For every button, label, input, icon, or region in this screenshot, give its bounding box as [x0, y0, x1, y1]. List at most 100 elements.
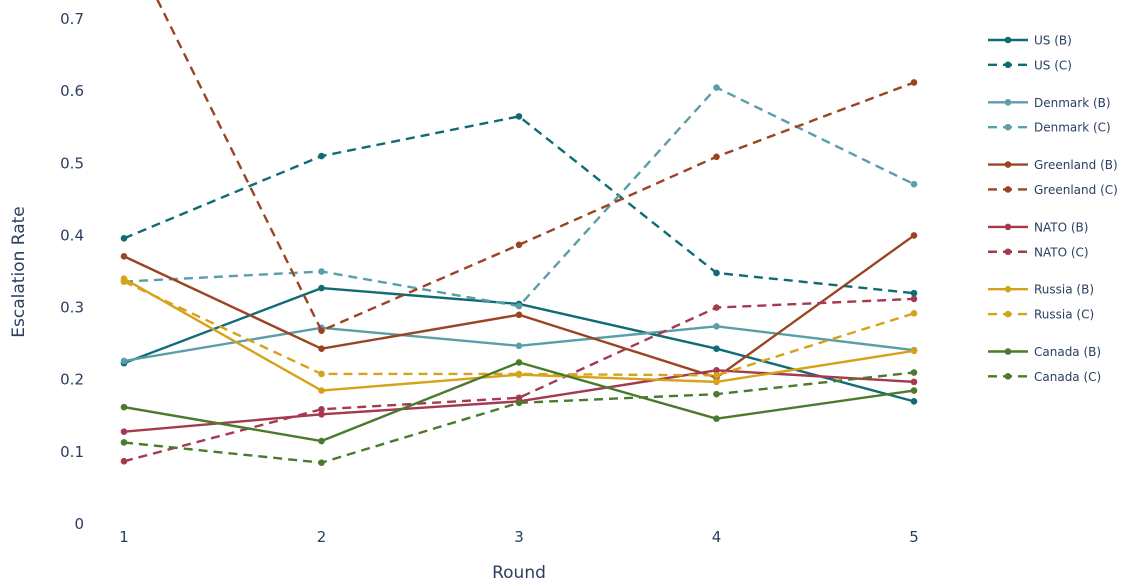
series-line-denmark-c [123, 86, 915, 308]
y-tick-label: 0.5 [60, 154, 84, 172]
legend-swatch-marker [1004, 310, 1012, 318]
x-axis-ticks: 1 2 3 4 5 [119, 528, 919, 546]
data-point-denmark-c [910, 180, 918, 188]
data-point-nato-c [318, 405, 325, 413]
plot-area [120, 0, 918, 466]
legend-label: Canada (B) [1034, 345, 1101, 359]
series-greenland-b [120, 232, 918, 381]
legend-item-denmark-c[interactable]: Denmark (C) [988, 121, 1111, 135]
legend-swatch-marker [1004, 348, 1012, 355]
data-point-canada-c [318, 459, 325, 466]
legend-swatch-marker [1004, 248, 1012, 256]
legend-item-russia-c[interactable]: Russia (C) [988, 308, 1094, 322]
legend-label: Russia (B) [1034, 283, 1094, 297]
data-point-canada-b [515, 359, 523, 366]
x-tick-label: 1 [119, 528, 129, 546]
series-line-canada-c [123, 371, 915, 464]
data-point-canada-c [713, 390, 720, 398]
legend-label: NATO (B) [1034, 220, 1088, 234]
legend-label: US (C) [1034, 58, 1072, 72]
y-tick-label: 0.2 [60, 371, 84, 389]
data-point-denmark-c [318, 268, 325, 275]
data-point-russia-c [515, 370, 523, 378]
legend-item-greenland-b[interactable]: Greenland (B) [988, 158, 1118, 172]
legend-swatch-marker [1004, 373, 1012, 380]
data-point-us-b [910, 398, 918, 405]
data-point-nato-c [515, 394, 523, 402]
data-point-us-c [318, 152, 325, 160]
legend-item-canada-b[interactable]: Canada (B) [988, 345, 1101, 359]
series-canada-c [120, 369, 918, 466]
legend-item-greenland-c[interactable]: Greenland (C) [988, 183, 1118, 197]
legend-item-russia-b[interactable]: Russia (B) [988, 283, 1094, 297]
legend-swatch-marker [1004, 36, 1012, 44]
legend-item-nato-c[interactable]: NATO (C) [988, 245, 1089, 259]
legend-item-denmark-b[interactable]: Denmark (B) [988, 96, 1111, 110]
data-point-us-b [713, 345, 720, 352]
data-point-us-c [713, 269, 720, 277]
legend-label: Denmark (B) [1034, 96, 1111, 110]
series-greenland-c [156, 0, 918, 334]
legend-label: Russia (C) [1034, 308, 1094, 322]
data-point-nato-b [318, 411, 325, 418]
legend-item-nato-b[interactable]: NATO (B) [988, 220, 1088, 234]
data-point-nato-c [910, 295, 918, 303]
data-point-canada-c [120, 439, 128, 446]
legend-swatch-marker [1004, 223, 1012, 231]
series-line-russia-c [123, 280, 915, 377]
data-point-nato-c [120, 457, 128, 465]
legend-label: Greenland (B) [1034, 158, 1118, 172]
data-point-russia-c [120, 278, 128, 285]
data-point-greenland-c [515, 241, 523, 249]
y-tick-label: 0.6 [60, 82, 84, 100]
legend-swatch-marker [1004, 123, 1012, 131]
data-point-russia-b [910, 347, 918, 355]
data-point-russia-c [713, 372, 720, 379]
data-point-greenland-b [910, 232, 918, 239]
data-point-greenland-b [318, 345, 325, 352]
y-tick-label: 0.7 [60, 10, 84, 28]
data-point-canada-c [515, 399, 523, 407]
legend-item-canada-c[interactable]: Canada (C) [988, 370, 1101, 384]
legend-swatch-marker [1004, 61, 1012, 69]
series-line-nato-c [123, 297, 915, 463]
data-point-russia-c [318, 370, 325, 378]
data-point-greenland-c [713, 153, 720, 161]
data-point-russia-b [713, 378, 720, 386]
data-point-denmark-b [515, 342, 523, 350]
data-point-us-c [515, 113, 523, 120]
legend-item-us-b[interactable]: US (B) [988, 34, 1072, 48]
y-axis-ticks: 0 0.1 0.2 0.3 0.4 0.5 0.6 0.7 [60, 10, 84, 533]
y-tick-label: 0 [74, 515, 84, 533]
legend-swatch-marker [1004, 99, 1012, 106]
legend[interactable]: US (B) US (C) Denmark (B) Denmark (C) Greenl… [988, 34, 1118, 384]
data-point-canada-b [120, 403, 128, 411]
data-point-greenland-c [910, 79, 918, 86]
series-russia-c [120, 278, 918, 379]
legend-swatch-marker [1004, 285, 1012, 293]
legend-swatch-marker [1004, 186, 1012, 193]
legend-item-us-c[interactable]: US (C) [988, 58, 1072, 72]
series-nato-c [120, 295, 918, 465]
data-point-denmark-b [120, 357, 128, 365]
legend-label: NATO (C) [1034, 245, 1089, 259]
legend-label: Denmark (C) [1034, 121, 1111, 135]
y-axis-title: Escalation Rate [9, 206, 29, 337]
data-point-nato-b [910, 378, 918, 386]
y-tick-label: 0.1 [60, 443, 84, 461]
data-point-canada-c [910, 369, 918, 376]
legend-label: Greenland (C) [1034, 183, 1118, 197]
data-point-greenland-b [515, 311, 523, 319]
legend-swatch-marker [1004, 161, 1012, 168]
x-tick-label: 4 [712, 528, 722, 546]
legend-label: US (B) [1034, 34, 1072, 48]
data-point-canada-b [318, 437, 325, 445]
x-tick-label: 3 [514, 528, 524, 546]
data-point-canada-b [713, 415, 720, 422]
data-point-canada-b [910, 387, 918, 394]
series-line-greenland-c [156, 0, 915, 332]
data-point-nato-c [713, 304, 720, 311]
data-point-us-c [120, 235, 128, 242]
